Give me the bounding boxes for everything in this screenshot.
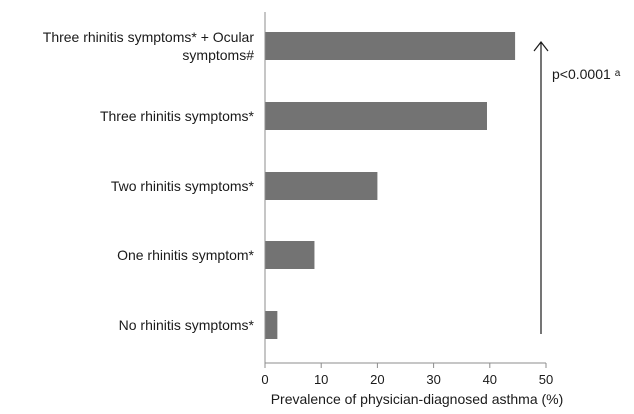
significance-annotation: p<0.0001 a: [533, 41, 621, 334]
bars-group: [265, 32, 516, 339]
category-label-line: Three rhinitis symptoms*: [100, 108, 255, 124]
x-axis-title: Prevalence of physician-diagnosed asthma…: [271, 391, 564, 407]
category-label-line: symptoms#: [182, 47, 254, 63]
x-tick-label: 10: [314, 372, 328, 387]
x-tick-label: 40: [483, 372, 497, 387]
bar-3: [265, 241, 315, 269]
bar-1: [265, 102, 487, 130]
category-labels: Three rhinitis symptoms* + Ocular symptom…: [43, 29, 255, 333]
trend-arrow-icon: [533, 41, 549, 52]
category-label-line: Three rhinitis symptoms* + Ocular: [43, 29, 255, 45]
bar-2: [265, 172, 378, 200]
category-label-line: No rhinitis symptoms*: [119, 317, 255, 333]
bar-0: [265, 32, 516, 60]
category-label-line: Two rhinitis symptoms*: [111, 178, 255, 194]
category-label-4: No rhinitis symptoms*: [119, 317, 255, 333]
x-ticks-group: 0 10 20 30 40 50: [261, 363, 553, 387]
category-label-1: Three rhinitis symptoms*: [100, 108, 255, 124]
category-label-line: One rhinitis symptom*: [117, 247, 254, 263]
x-tick-label: 20: [370, 372, 384, 387]
category-label-3: One rhinitis symptom*: [117, 247, 254, 263]
category-label-2: Two rhinitis symptoms*: [111, 178, 255, 194]
x-tick-label: 50: [539, 372, 553, 387]
p-value-superscript: a: [615, 68, 621, 79]
category-label-0: Three rhinitis symptoms* + Ocular symptom…: [43, 29, 255, 63]
bar-4: [265, 311, 278, 339]
p-value-label: p<0.0001 a: [552, 66, 621, 82]
x-tick-label: 0: [261, 372, 268, 387]
x-tick-label: 30: [426, 372, 440, 387]
